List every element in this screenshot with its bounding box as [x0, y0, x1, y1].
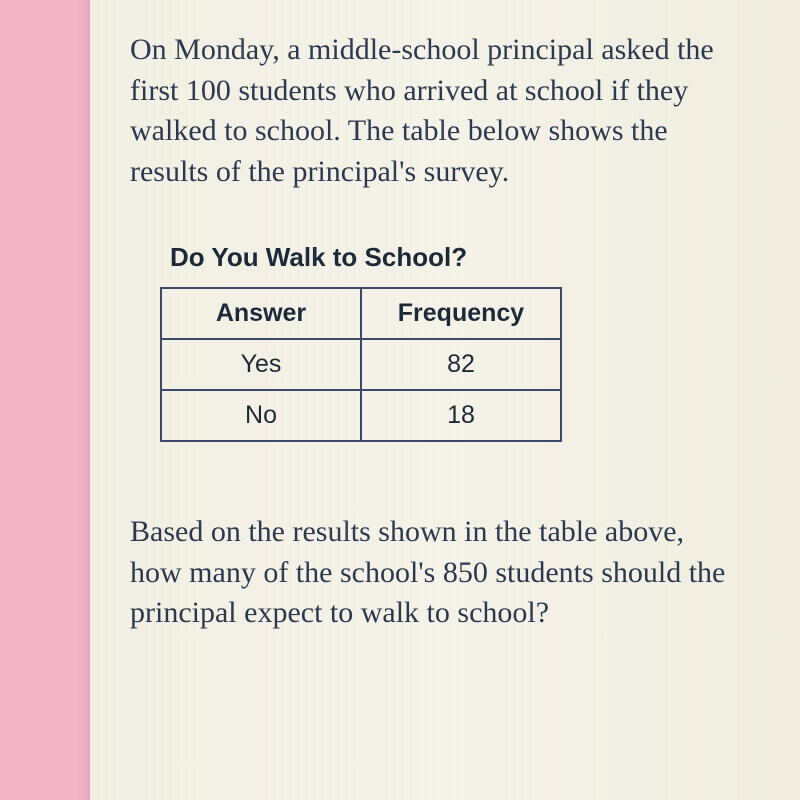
intro-paragraph: On Monday, a middle-school principal ask… — [130, 30, 740, 192]
cell-answer-no: No — [161, 390, 361, 441]
cell-freq-no: 18 — [361, 390, 561, 441]
question-paragraph: Based on the results shown in the table … — [130, 512, 740, 634]
table-title: Do You Walk to School? — [170, 242, 740, 273]
table-row: No 18 — [161, 390, 561, 441]
page-content: On Monday, a middle-school principal ask… — [90, 0, 800, 800]
survey-table: Answer Frequency Yes 82 No 18 — [160, 287, 562, 442]
col-header-answer: Answer — [161, 288, 361, 339]
cell-answer-yes: Yes — [161, 339, 361, 390]
cell-freq-yes: 82 — [361, 339, 561, 390]
table-header-row: Answer Frequency — [161, 288, 561, 339]
table-row: Yes 82 — [161, 339, 561, 390]
col-header-frequency: Frequency — [361, 288, 561, 339]
survey-table-section: Do You Walk to School? Answer Frequency … — [160, 242, 740, 442]
page-left-margin — [0, 0, 90, 800]
